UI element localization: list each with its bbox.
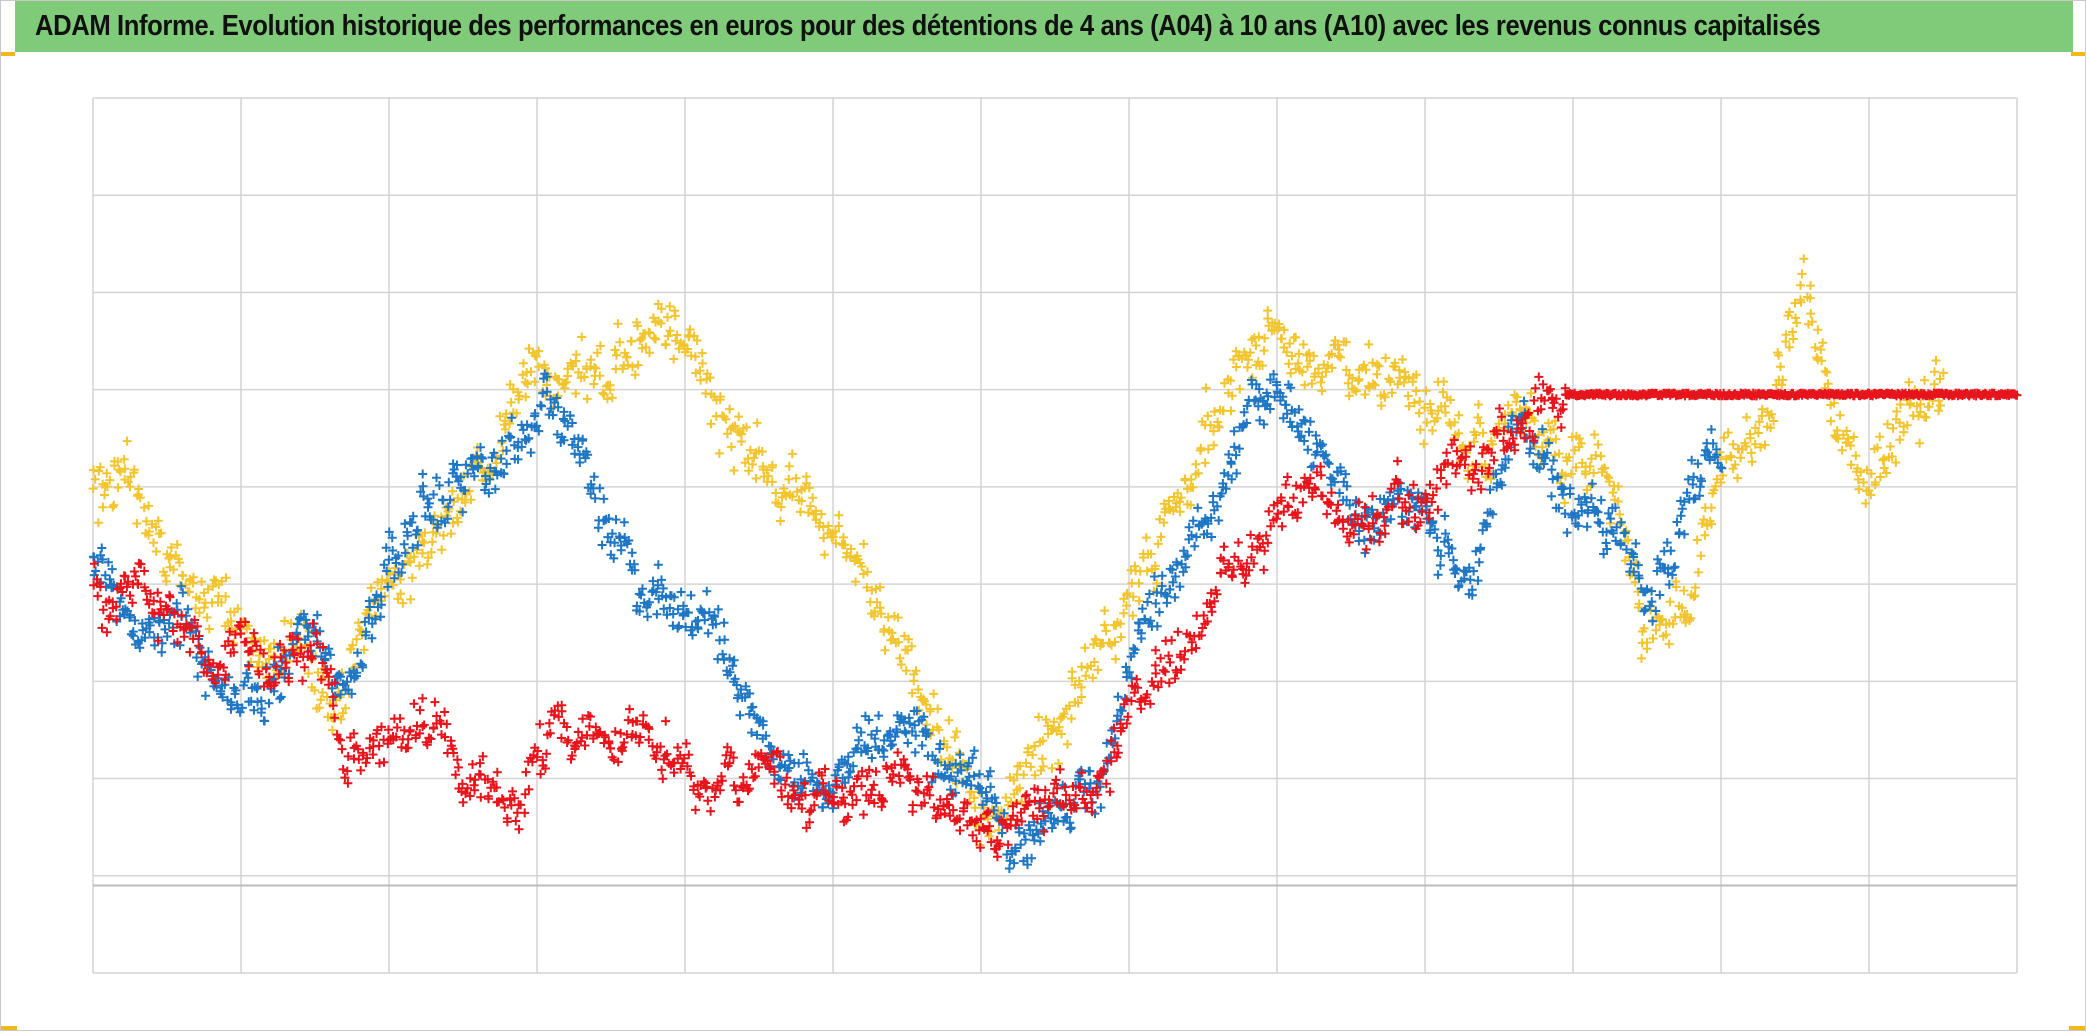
corner-accent-bottom-left [1, 1026, 17, 1030]
title-bar: ADAM Informe. Evolution historique des p… [15, 1, 2073, 52]
series-2-markers [88, 369, 1727, 873]
corner-accent-top-right [2071, 52, 2085, 56]
series-3-points [89, 372, 2022, 862]
series-2-points [88, 369, 1727, 873]
chart-title: ADAM Informe. Evolution historique des p… [35, 10, 1821, 42]
plot-gridlines [92, 97, 2018, 974]
corner-accent-bottom-right [2069, 1026, 2085, 1030]
plot-points [88, 254, 2022, 873]
corner-accent-top-left [1, 52, 15, 56]
series-3-markers [89, 372, 2022, 862]
